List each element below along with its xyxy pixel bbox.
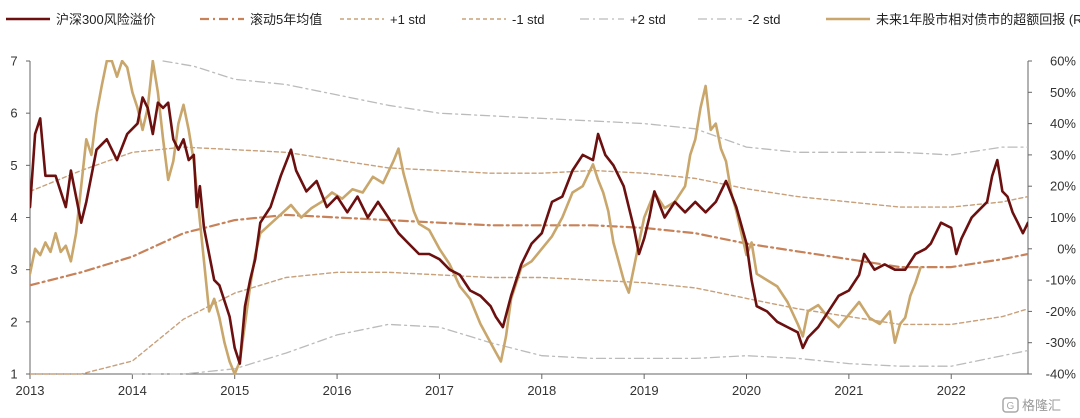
series-line-4 [162, 60, 1028, 156]
y-left-tick-label: 4 [10, 210, 17, 225]
x-tick-label: 2015 [220, 383, 249, 398]
y-right-tick-label: 50% [1050, 85, 1076, 100]
series-line-2 [30, 146, 1028, 208]
y-left-tick-label: 2 [10, 314, 17, 329]
y-right-tick-label: 30% [1050, 147, 1076, 162]
y-right-tick-label: 60% [1050, 54, 1076, 69]
y-left-tick-label: 7 [10, 54, 17, 69]
series-line-5 [131, 323, 1028, 375]
legend: 沪深300风险溢价 滚动5年均值 +1 std -1 std +2 std -2 std 未… [6, 12, 1080, 27]
x-tick-label: 2016 [323, 383, 352, 398]
legend-label: 未来1年股市相对债市的超额回报 (RHS) [876, 12, 1080, 27]
y-left-tick-label: 3 [10, 262, 17, 277]
y-right-tick-label: 20% [1050, 179, 1076, 194]
y-right-tick-label: -30% [1046, 335, 1077, 350]
series-layer [30, 60, 1028, 375]
x-tick-label: 2020 [732, 383, 761, 398]
series-line-3 [30, 271, 1028, 375]
legend-label: 滚动5年均值 [250, 12, 322, 27]
y-right-tick-label: 40% [1050, 116, 1076, 131]
watermark-text: 格隆汇 [1022, 398, 1061, 413]
y-left-tick-label: 5 [10, 158, 17, 173]
y-right-tick-label: 10% [1050, 210, 1076, 225]
series-line-0 [30, 96, 1028, 365]
x-tick-label: 2017 [425, 383, 454, 398]
y-right-tick-label: -40% [1046, 367, 1077, 382]
y-right-tick-label: -10% [1046, 273, 1077, 288]
y-left-tick-label: 1 [10, 367, 17, 382]
y-right-tick-label: -20% [1046, 304, 1077, 319]
x-tick-label: 2013 [16, 383, 45, 398]
x-tick-label: 2014 [118, 383, 147, 398]
legend-label: +2 std [630, 12, 666, 27]
x-tick-label: 2018 [527, 383, 556, 398]
legend-label: +1 std [390, 12, 426, 27]
axes: 1 2 3 4 5 6 7 -40% -30% -20% -10% 0% 10% 20% 30% 40% 50%… [10, 54, 1076, 399]
watermark-logo-icon [1002, 397, 1019, 413]
y-left-tick-label: 6 [10, 106, 17, 121]
watermark-logo-icon-mark: G [1007, 401, 1015, 412]
y-right-tick-label: 0% [1057, 241, 1076, 256]
x-tick-label: 2022 [937, 383, 966, 398]
legend-label: -2 std [748, 12, 781, 27]
x-tick-label: 2019 [630, 383, 659, 398]
x-tick-label: 2021 [834, 383, 863, 398]
legend-label: -1 std [512, 12, 545, 27]
watermark: G 格隆汇 [1002, 397, 1061, 413]
legend-label: 沪深300风险溢价 [56, 12, 156, 27]
